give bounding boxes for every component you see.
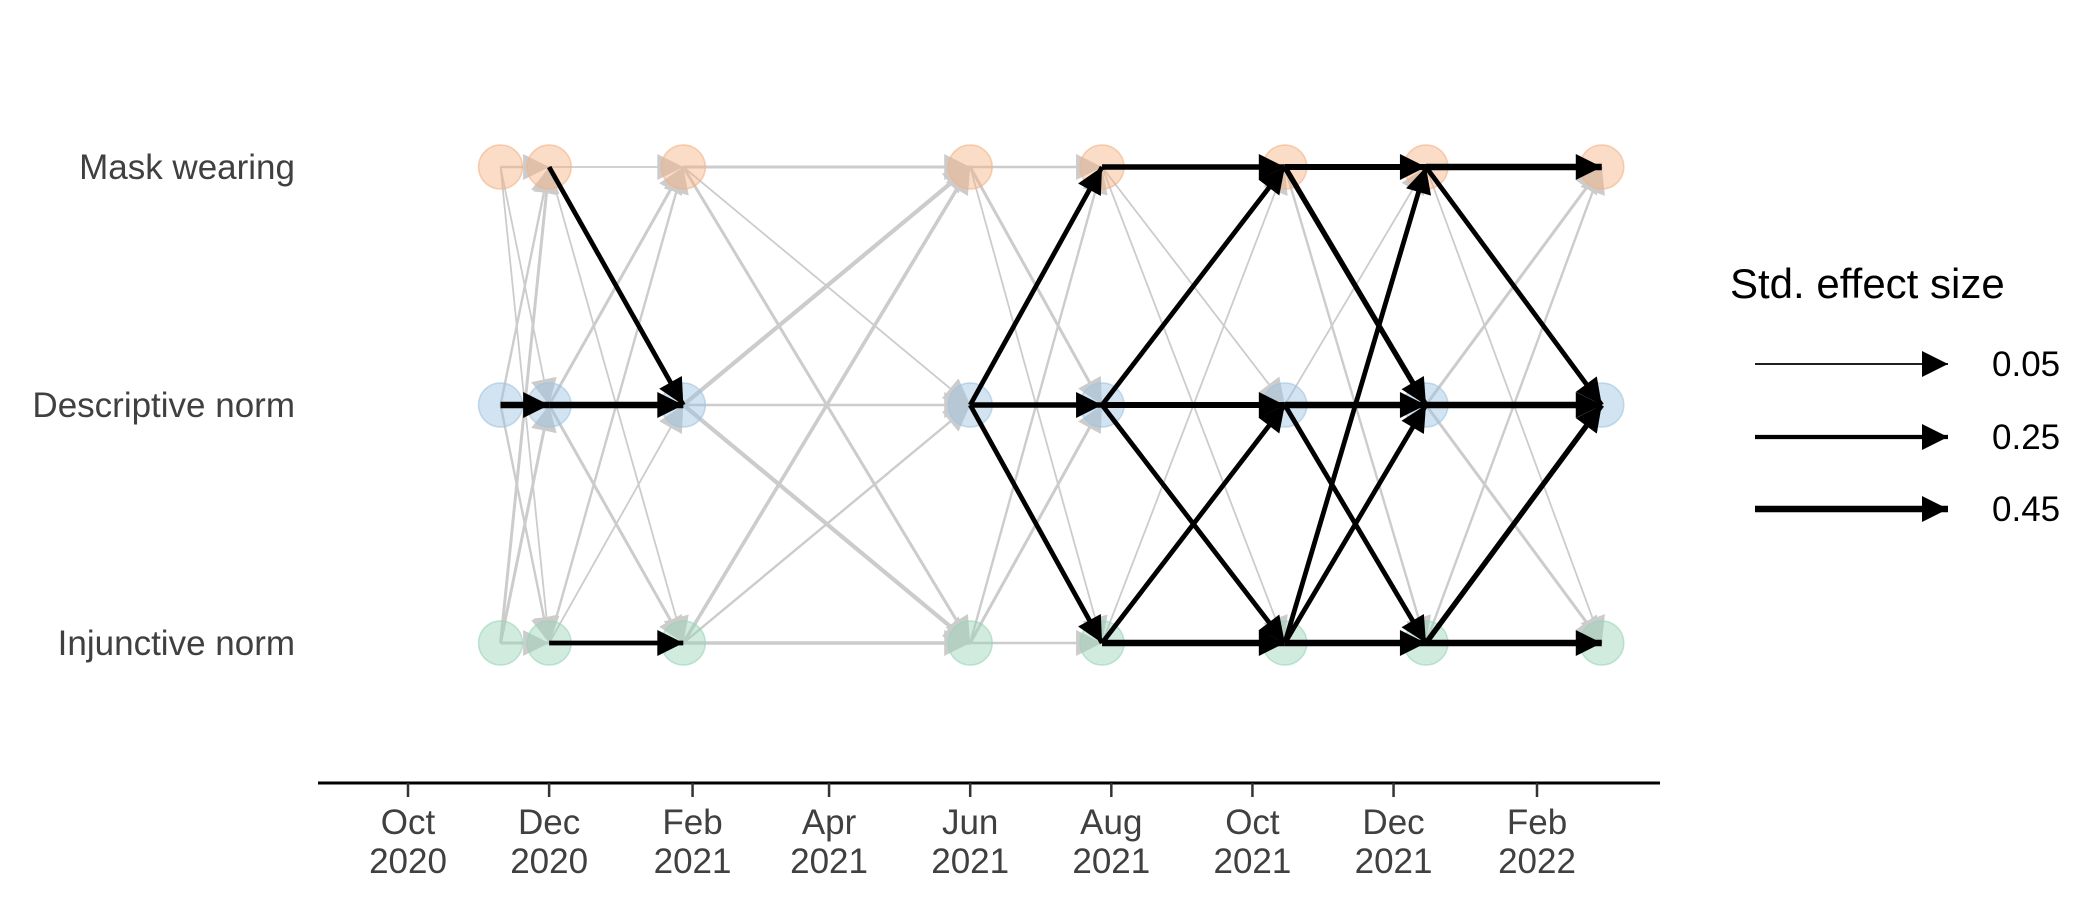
edge-inj-to-desc-wave-6 [1282,403,1429,645]
x-tick-label-year: 2021 [1213,842,1291,881]
node-inj-wave-4 [947,620,993,666]
edge-mask-to-desc-wave-7 [1424,165,1604,407]
x-tick-label-year: 2021 [790,842,868,881]
legend-label-2: 0.25 [1992,418,2060,457]
edge-mask-to-desc-wave-2 [547,165,686,407]
edge-desc-to-mask-wave-1 [499,166,557,406]
row-label-inj: Injunctive norm [58,624,295,663]
significant-edges [500,154,1604,656]
edge-desc-to-mask-wave-3 [681,165,972,407]
x-tick-label-month: Aug [1080,803,1142,842]
edge-inj-to-desc-wave-2 [548,404,685,644]
node-mask-wave-1 [477,144,524,190]
x-tick-label-year: 2020 [510,842,588,881]
x-tick-label-month: Dec [518,803,580,842]
node-inj-wave-1 [477,620,524,666]
x-tick-label-year: 2021 [931,842,1009,881]
edge-inj-to-desc-wave-5 [1100,403,1287,645]
x-tick-label-year: 2021 [1355,842,1433,881]
legend: Std. effect size 0.05 0.25 0.45 [1730,260,2060,529]
x-axis: Oct2020Dec2020Feb2021Apr2021Jun2021Aug20… [318,781,1660,881]
variable-labels: Mask wearing Descriptive norm Injunctive n… [32,148,295,663]
edge-desc-to-mask-wave-5 [1100,165,1287,407]
legend-label-3: 0.45 [1992,490,2060,529]
edge-inj-to-mask-wave-3 [681,166,972,644]
node-mask-wave-3 [660,144,707,190]
x-tick-label-month: Oct [381,803,436,842]
edge-desc-to-inj-wave-4 [968,403,1105,645]
edge-desc-to-mask-wave-4 [968,165,1105,407]
x-tick-label-year: 2020 [369,842,447,881]
edge-inj-to-desc-wave-1 [499,404,557,644]
x-tick-label-year: 2022 [1498,842,1576,881]
x-tick-label-month: Oct [1225,803,1280,842]
x-tick-label-month: Apr [802,803,857,842]
legend-title: Std. effect size [1730,260,2005,307]
node-mask-wave-4 [947,144,993,190]
x-tick-label-month: Feb [662,803,722,842]
x-tick-label-year: 2021 [1072,842,1150,881]
edge-inj-to-mask-wave-6 [1282,166,1432,644]
edge-inj-to-desc-wave-3 [682,404,971,644]
edge-inj-to-desc-wave-7 [1423,403,1604,645]
x-tick-label-year: 2021 [654,842,732,881]
x-tick-label-month: Dec [1362,803,1424,842]
x-tick-label-month: Feb [1507,803,1567,842]
legend-label-1: 0.05 [1992,345,2060,384]
edge-mask-to-desc-wave-6 [1282,165,1429,407]
row-label-desc: Descriptive norm [32,386,295,425]
x-tick-label-month: Jun [942,803,998,842]
row-label-mask: Mask wearing [79,148,295,187]
